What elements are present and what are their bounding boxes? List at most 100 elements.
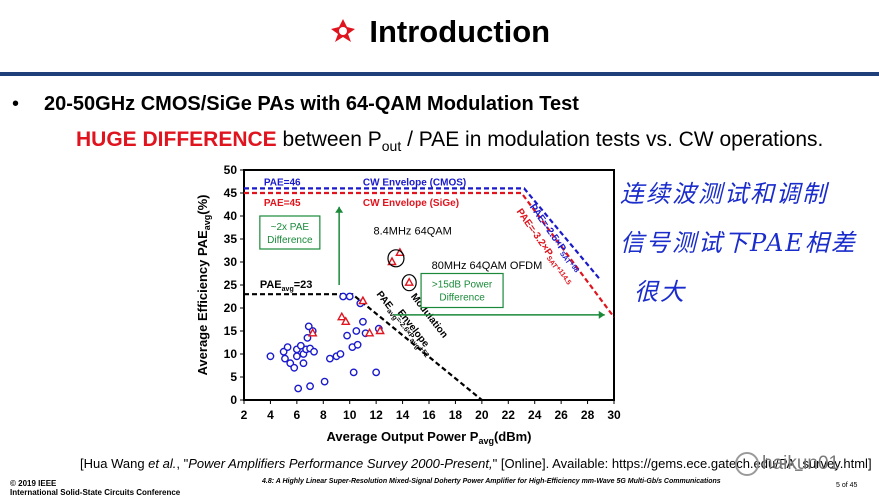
x-tick-label: 10	[343, 408, 357, 422]
x-tick-label: 4	[267, 408, 274, 422]
x-tick-label: 24	[528, 408, 542, 422]
logo-icon	[329, 17, 357, 48]
y-tick-label: 50	[224, 163, 238, 177]
y-tick-label: 15	[224, 324, 238, 338]
x-axis-label: Average Output Power Pavg(dBm)	[327, 429, 532, 446]
page-number: 5 of 45	[836, 482, 858, 489]
cmos-point	[306, 382, 314, 391]
cmos-point	[343, 331, 351, 340]
box-2x-text-1: ~2x PAE	[271, 222, 310, 233]
sige-point	[375, 325, 385, 335]
cmos-point	[281, 354, 289, 363]
bullet-text: 20-50GHz CMOS/SiGe PAs with 64-QAM Modul…	[44, 93, 579, 115]
title-band	[0, 0, 879, 76]
y-tick-label: 25	[224, 278, 238, 292]
citation: [Hua Wang et al., "Power Amplifiers Perf…	[80, 456, 872, 471]
y-axis-label: Average Efficiency PAEavg(%)	[195, 195, 212, 376]
cw-sige-label: CW Envelope (SiGe)	[363, 198, 459, 209]
x-tick-label: 6	[294, 408, 301, 422]
x-tick-label: 26	[554, 408, 568, 422]
x-tick-label: 18	[449, 408, 463, 422]
handwriting-line-3: 很大	[634, 278, 686, 306]
box-15db-text-1: >15dB Power	[432, 280, 493, 291]
x-tick-label: 14	[396, 408, 410, 422]
box-2x-text-2: Difference	[267, 235, 313, 246]
x-tick-label: 28	[581, 408, 595, 422]
subline-part-b: / PAE in modulation tests vs. CW operati…	[401, 128, 824, 151]
cmos-point	[352, 327, 361, 335]
x-tick-label: 22	[502, 408, 516, 422]
cmos-point	[296, 341, 305, 350]
footer-conference: International Solid-State Circuits Confe…	[10, 488, 181, 497]
y-tick-label: 10	[224, 347, 238, 361]
handwritten-annotation: 连续波测试和调制 信号测试下PAE相差 很大	[620, 170, 857, 307]
bullet-marker: •	[12, 93, 20, 115]
sige-point	[404, 277, 414, 286]
handwriting-line-1: 连续波测试和调制	[620, 180, 828, 208]
watermark-text: haikun01	[762, 453, 840, 475]
chart-points	[266, 247, 414, 393]
x-tick-label: 30	[607, 408, 621, 422]
citation-title: Power Amplifiers Performance Survey 2000…	[188, 456, 493, 471]
watermark: haikun01	[735, 452, 839, 476]
cmos-point	[310, 347, 318, 356]
citation-part-a: [Hua Wang	[80, 456, 149, 471]
cmos-point	[325, 354, 334, 363]
handwriting-line-2: 信号测试下PAE相差	[620, 229, 857, 257]
cmos-point	[349, 368, 358, 377]
y-tick-label: 35	[224, 232, 238, 246]
cmos-point	[294, 384, 303, 393]
y-tick-label: 40	[224, 209, 238, 223]
cmos-point	[339, 292, 348, 301]
paeavg-label: PAEavg=23	[260, 279, 313, 293]
footer-center: 4.8: A Highly Linear Super-Resolution Mi…	[262, 478, 721, 485]
sige-point	[336, 311, 347, 321]
qam84-label: 8.4MHz 64QAM	[374, 225, 452, 237]
sige-point	[364, 327, 375, 337]
y-tick-label: 20	[224, 301, 238, 315]
box-15db	[420, 272, 504, 309]
citation-etal: et al.	[148, 456, 177, 471]
x-tick-label: 16	[422, 408, 436, 422]
cmos-point	[290, 363, 299, 372]
cmos-point	[299, 359, 308, 368]
x-tick-label: 8	[320, 408, 327, 422]
qam80-label: 80MHz 64QAM OFDM	[432, 260, 543, 272]
cmos-point	[345, 292, 354, 301]
pae45-label: PAE=45	[264, 198, 301, 209]
sige-point	[307, 327, 318, 337]
cmos-point	[266, 352, 275, 361]
subline-sub: out	[381, 138, 402, 155]
cmos-point	[336, 350, 345, 358]
cmos-point	[359, 317, 367, 326]
footer-copyright: © 2019 IEEE	[10, 479, 57, 488]
pae46-label: PAE=46	[264, 177, 301, 188]
cmos-point	[283, 343, 292, 352]
x-tick-label: 12	[369, 408, 383, 422]
qam84-circle	[387, 249, 405, 268]
slide-title: Introduction	[369, 14, 551, 49]
envelope-line	[244, 191, 615, 318]
footer-left: © 2019 IEEE International Solid-State Ci…	[10, 479, 180, 497]
cmos-point	[353, 340, 362, 349]
wechat-icon	[735, 452, 759, 476]
box-2x	[259, 215, 321, 250]
arrow-2x-head	[335, 206, 344, 213]
arrow-15db-head	[598, 310, 605, 319]
y-tick-label: 0	[230, 393, 237, 407]
sige-point	[358, 295, 368, 305]
subline: HUGE DIFFERENCE between Pout / PAE in mo…	[76, 128, 823, 154]
qam80-circle	[401, 274, 417, 292]
subline-highlight: HUGE DIFFERENCE	[76, 128, 277, 151]
sige-point	[387, 256, 397, 266]
y-tick-label: 30	[224, 255, 238, 269]
cw-cmos-label: CW Envelope (CMOS)	[363, 177, 466, 188]
title-wrap: Introduction	[0, 14, 879, 50]
box-15db-text-2: Difference	[439, 293, 485, 304]
sige-point	[340, 316, 351, 325]
y-tick-label: 45	[224, 186, 238, 200]
y-tick-label: 5	[230, 370, 237, 384]
citation-part-c: " [Online]. Available: https://gems.ece.…	[492, 456, 872, 471]
x-tick-label: 2	[241, 408, 248, 422]
